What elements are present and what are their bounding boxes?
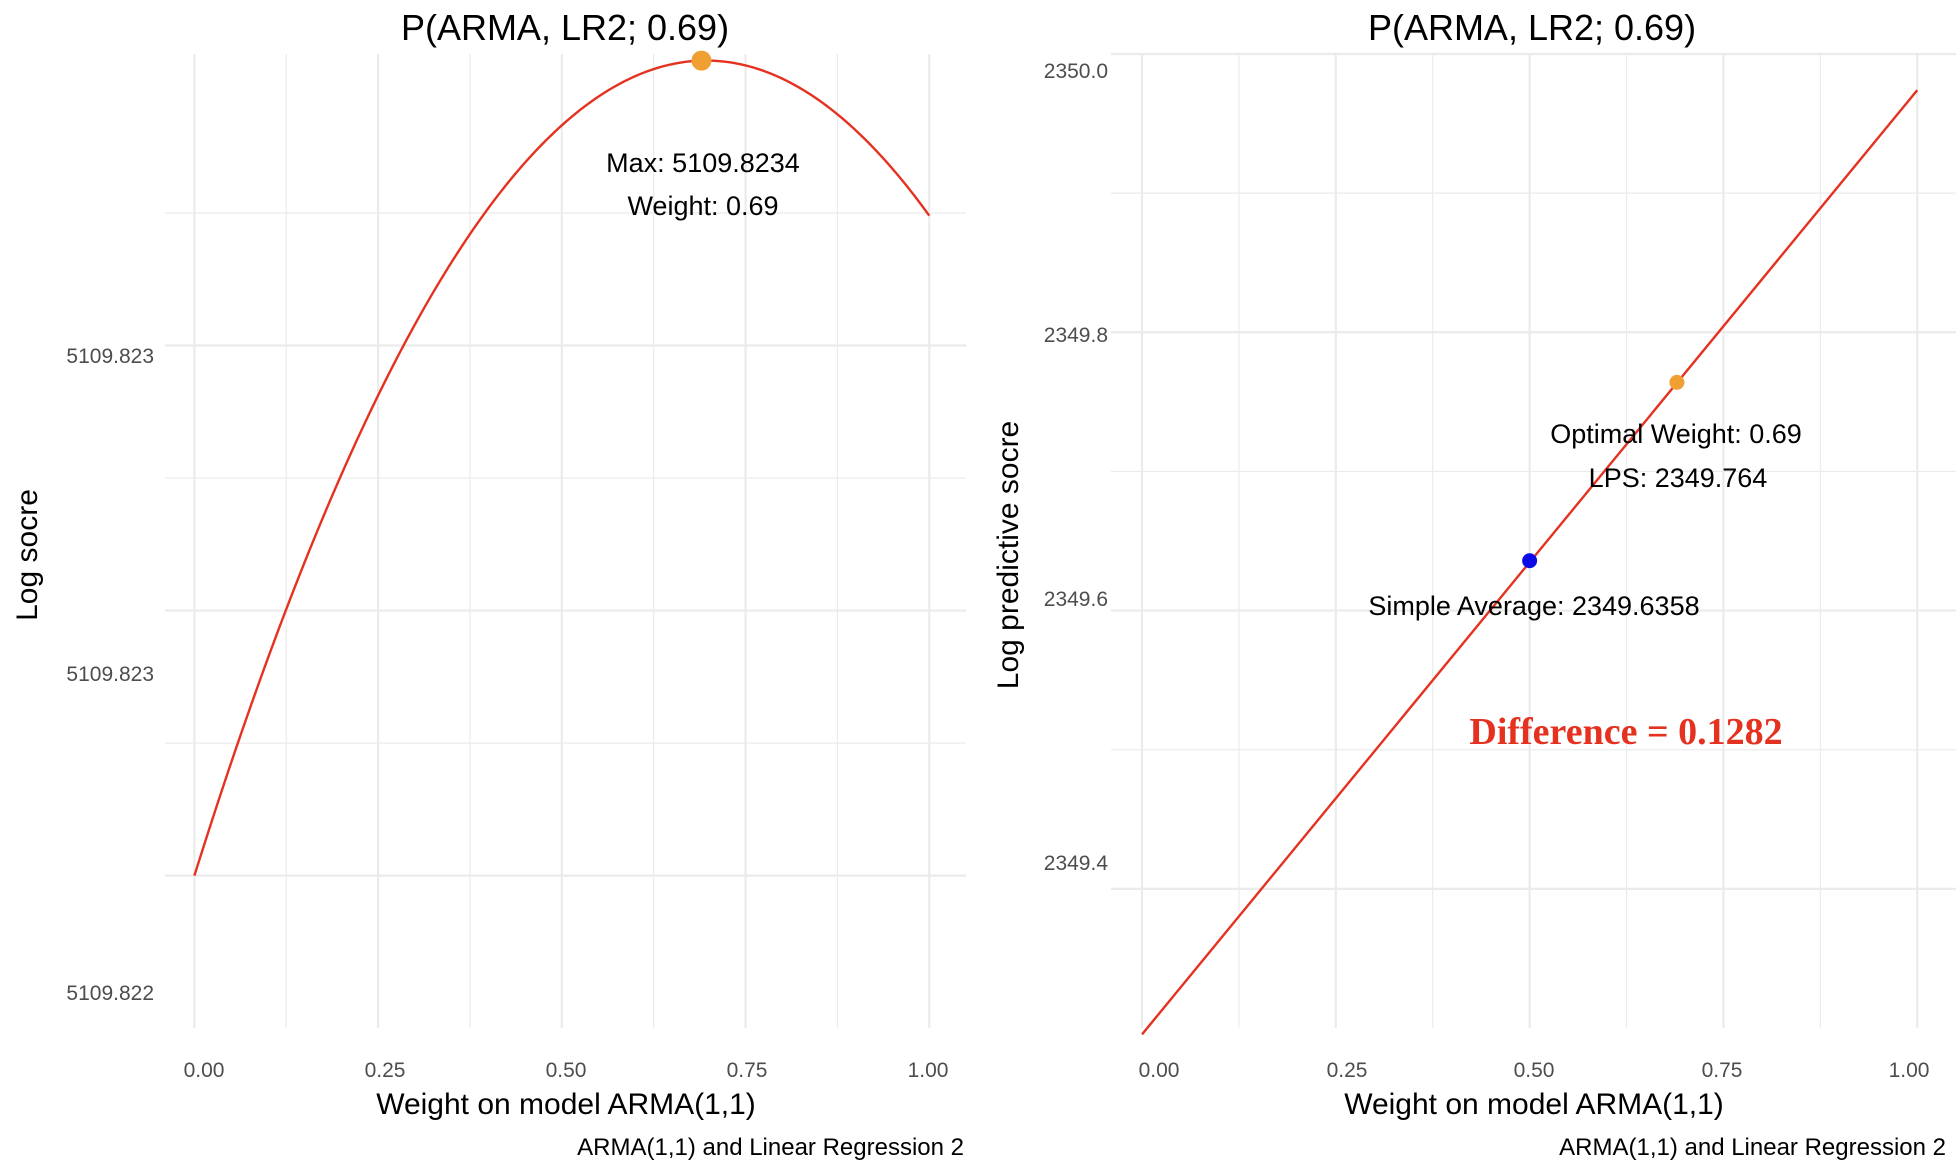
right-x-tick-label: 0.00 bbox=[1139, 1059, 1180, 1082]
right-x-axis-title: Weight on model ARMA(1,1) bbox=[1344, 1088, 1724, 1121]
right-x-tick-labels: 0.00 0.25 0.50 0.75 1.00 bbox=[1139, 1059, 1930, 1082]
right-simple-average-point bbox=[1522, 553, 1538, 569]
left-max-annotation: Max: 5109.8234 bbox=[606, 148, 800, 178]
left-x-tick-label: 0.25 bbox=[365, 1059, 406, 1082]
left-y-tick-label: 5109.823 bbox=[66, 663, 154, 686]
right-y-tick-labels: 2349.4 2349.6 2349.8 2350.0 bbox=[1044, 60, 1109, 875]
right-y-tick-label: 2349.8 bbox=[1044, 324, 1108, 347]
left-grid bbox=[165, 54, 966, 1028]
left-x-tick-label: 0.00 bbox=[184, 1059, 225, 1082]
right-simple-average-annotation: Simple Average: 2349.6358 bbox=[1368, 591, 1699, 621]
right-y-tick-label: 2350.0 bbox=[1044, 60, 1108, 83]
left-chart-title: P(ARMA, LR2; 0.69) bbox=[401, 7, 729, 48]
left-y-tick-label: 5109.822 bbox=[66, 982, 154, 1005]
right-y-tick-label: 2349.4 bbox=[1044, 852, 1109, 875]
right-panel: P(ARMA, LR2; 0.69) Optimal Weight: 0.69 … bbox=[992, 7, 1956, 1161]
right-chart-title: P(ARMA, LR2; 0.69) bbox=[1368, 7, 1696, 48]
right-grid bbox=[1111, 52, 1956, 1028]
left-caption: ARMA(1,1) and Linear Regression 2 bbox=[577, 1134, 964, 1161]
left-y-axis-title: Log socre bbox=[11, 489, 44, 621]
left-weight-annotation: Weight: 0.69 bbox=[627, 191, 778, 221]
left-x-axis-title: Weight on model ARMA(1,1) bbox=[376, 1088, 756, 1121]
right-x-tick-label: 0.25 bbox=[1327, 1059, 1368, 1082]
left-x-tick-label: 0.50 bbox=[546, 1059, 587, 1082]
left-log-score-curve bbox=[193, 59, 931, 876]
left-max-point bbox=[691, 50, 712, 71]
right-lps-annotation: LPS: 2349.764 bbox=[1589, 463, 1768, 493]
right-caption: ARMA(1,1) and Linear Regression 2 bbox=[1559, 1134, 1946, 1161]
left-x-tick-labels: 0.00 0.25 0.50 0.75 1.00 bbox=[184, 1059, 949, 1082]
right-difference-annotation: Difference = 0.1282 bbox=[1469, 711, 1782, 753]
right-optimal-weight-annotation: Optimal Weight: 0.69 bbox=[1550, 419, 1802, 449]
right-x-tick-label: 0.75 bbox=[1702, 1059, 1743, 1082]
right-x-tick-label: 1.00 bbox=[1889, 1059, 1930, 1082]
right-y-axis-title: Log predictive socre bbox=[992, 421, 1025, 689]
left-y-tick-label: 5109.823 bbox=[66, 345, 154, 368]
right-y-tick-label: 2349.6 bbox=[1044, 588, 1108, 611]
left-y-tick-labels: 5109.823 5109.823 5109.822 bbox=[66, 345, 154, 1005]
right-x-tick-label: 0.50 bbox=[1514, 1059, 1555, 1082]
left-x-tick-label: 0.75 bbox=[727, 1059, 768, 1082]
left-panel: P(ARMA, LR2; 0.69) Max: 5109.8234 Weight… bbox=[11, 7, 966, 1161]
right-optimal-weight-point bbox=[1669, 374, 1685, 390]
left-x-tick-label: 1.00 bbox=[908, 1059, 949, 1082]
